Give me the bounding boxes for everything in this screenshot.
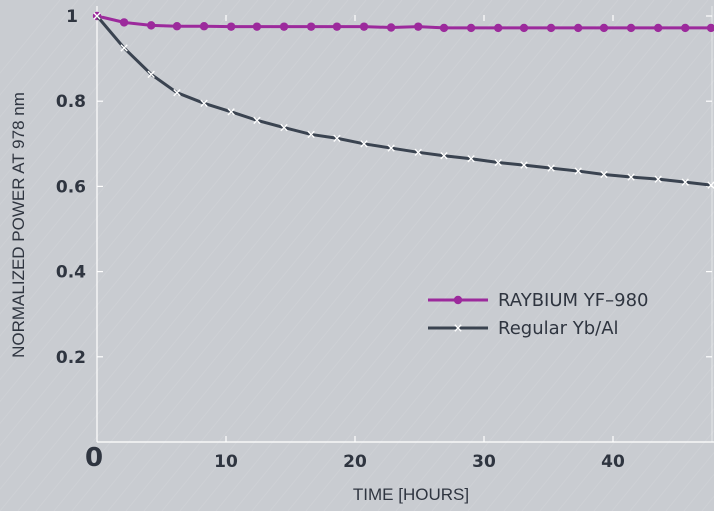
data-point (307, 22, 315, 30)
data-point (253, 22, 261, 30)
data-point (627, 24, 635, 32)
data-point (360, 22, 368, 30)
legend-label: Regular Yb/Al (498, 318, 619, 339)
data-point (333, 22, 341, 30)
data-point (280, 22, 288, 30)
y-tick-label: 0.6 (56, 177, 86, 197)
y-axis-title: NORMALIZED POWER AT 978 nm (9, 92, 28, 358)
data-point (520, 24, 528, 32)
data-point (387, 23, 395, 31)
y-tick-label: 0.8 (56, 92, 86, 112)
y-tick-label: 0.2 (56, 348, 86, 368)
data-point (227, 22, 235, 30)
y-tick-label: 1 (66, 7, 78, 27)
data-point (440, 24, 448, 32)
legend-label: RAYBIUM YF–980 (498, 290, 648, 311)
data-point (654, 24, 662, 32)
data-point (414, 22, 422, 30)
data-point (600, 24, 608, 32)
y-tick-label: 0.4 (56, 263, 86, 283)
data-point (200, 22, 208, 30)
x-tick-label: 10 (214, 452, 238, 472)
x-tick-label: 0 (85, 443, 103, 473)
legend-marker (454, 296, 462, 304)
data-point (494, 24, 502, 32)
data-point (147, 21, 155, 29)
data-point (681, 24, 689, 32)
x-tick-label: 30 (472, 452, 496, 472)
x-tick-label: 40 (601, 452, 625, 472)
data-point (120, 18, 128, 26)
data-point (173, 22, 181, 30)
x-tick-label: 20 (343, 452, 367, 472)
data-point (574, 24, 582, 32)
data-point (547, 24, 555, 32)
x-axis-title: TIME [HOURS] (353, 485, 469, 504)
data-point (467, 24, 475, 32)
